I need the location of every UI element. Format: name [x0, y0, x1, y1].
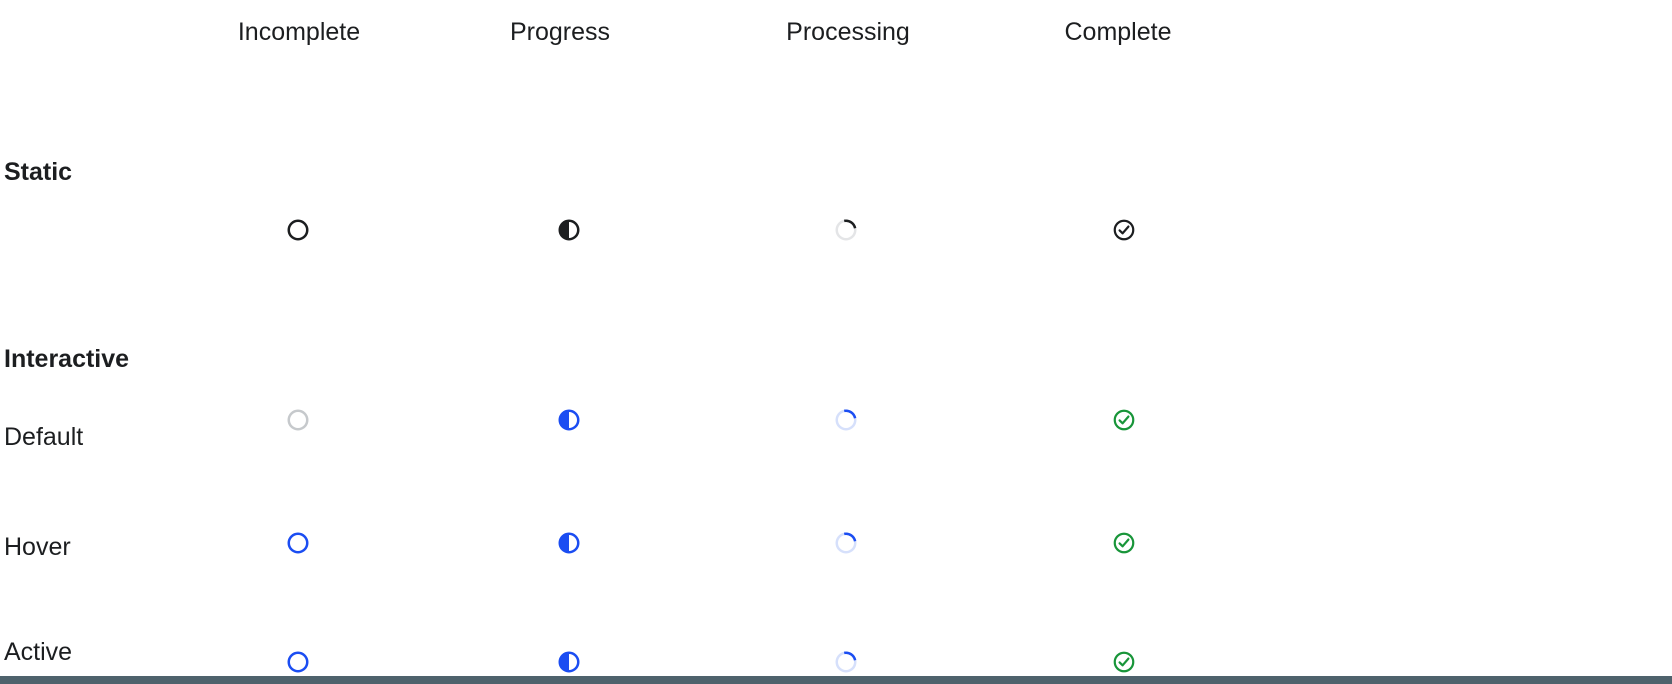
- hover-incomplete-circle-icon[interactable]: [287, 532, 309, 554]
- default-processing-spinner-icon[interactable]: [835, 409, 857, 431]
- section-label-static: Static: [4, 158, 73, 186]
- hover-complete-check-icon[interactable]: [1113, 532, 1135, 554]
- default-progress-half-circle-icon[interactable]: [558, 409, 580, 431]
- bottom-divider-bar: [0, 676, 1672, 684]
- hover-progress-half-circle-icon[interactable]: [558, 532, 580, 554]
- default-incomplete-circle-icon[interactable]: [287, 409, 309, 431]
- active-processing-spinner-icon[interactable]: [835, 651, 857, 673]
- section-label-interactive: Interactive: [4, 345, 130, 373]
- static-incomplete-circle-icon: [287, 219, 309, 241]
- hover-processing-spinner-icon[interactable]: [835, 532, 857, 554]
- active-complete-check-icon[interactable]: [1113, 651, 1135, 673]
- column-header-progress: Progress: [509, 18, 611, 46]
- static-complete-check-icon: [1113, 219, 1135, 241]
- row-hover-icons: [0, 532, 1672, 554]
- active-incomplete-circle-icon[interactable]: [287, 651, 309, 673]
- row-default-icons: [0, 409, 1672, 431]
- column-headers: Incomplete Progress Processing Complete: [0, 18, 1672, 50]
- default-complete-check-icon[interactable]: [1113, 409, 1135, 431]
- row-label-hover: Hover: [4, 533, 71, 561]
- column-header-complete: Complete: [1064, 18, 1172, 46]
- row-label-default: Default: [4, 423, 84, 451]
- row-active-icons: [0, 651, 1672, 673]
- row-static-icons: [0, 219, 1672, 241]
- column-header-incomplete: Incomplete: [237, 18, 361, 46]
- static-processing-spinner-icon: [835, 219, 857, 241]
- row-label-active: Active: [4, 638, 73, 666]
- active-progress-half-circle-icon[interactable]: [558, 651, 580, 673]
- static-progress-half-circle-icon: [558, 219, 580, 241]
- column-header-processing: Processing: [786, 18, 910, 46]
